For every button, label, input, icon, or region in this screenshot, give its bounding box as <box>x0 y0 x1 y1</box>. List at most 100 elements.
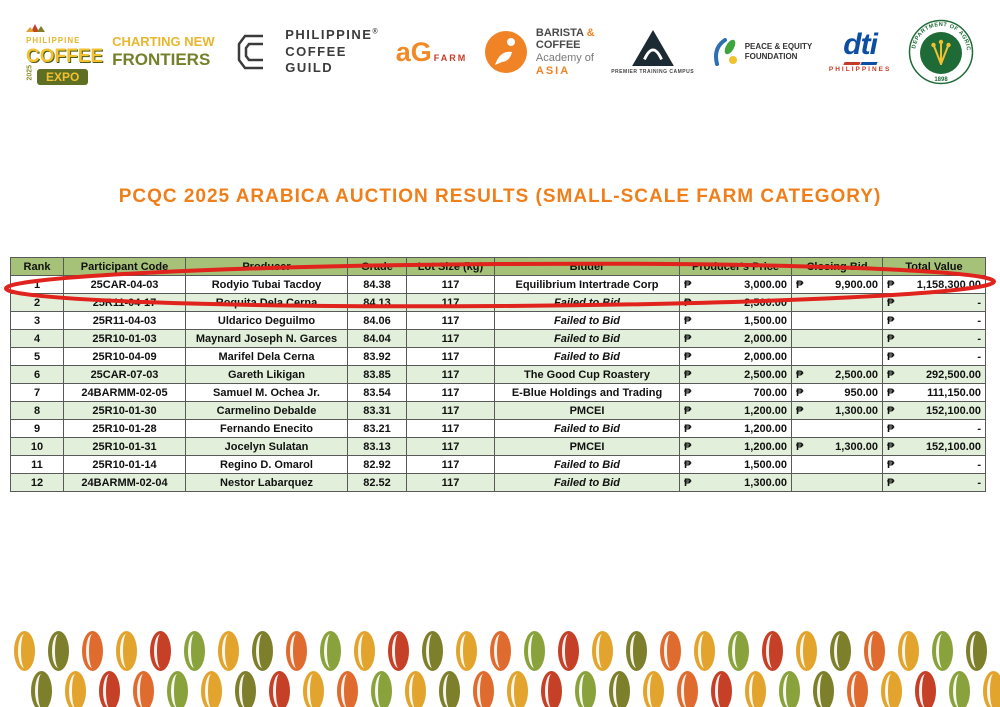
cell-participant-code: 25CAR-07-03 <box>63 365 186 384</box>
cell-total-value: ₱ 1,158,300.00 <box>882 275 986 294</box>
column-header-total-value: Total Value <box>882 257 986 276</box>
auction-results-table: Rank Participant Code Producer Grade Lot Siz… <box>10 257 986 492</box>
page-title: PCQC 2025 ARABICA AUCTION RESULTS (SMALL… <box>118 186 882 207</box>
cell-lot-size: 117 <box>406 329 495 348</box>
coffee-bean-icon <box>13 631 35 671</box>
cell-rank: 9 <box>10 419 64 438</box>
cell-closing-bid: ₱ 1,300.00 <box>791 437 883 456</box>
barista-figure-icon <box>484 31 527 73</box>
cell-producer: Fernando Enecito <box>185 419 348 438</box>
cell-closing-bid <box>791 419 883 438</box>
table-row: 8 25R10-01-30 Carmelino Debalde 83.31 117 PMC… <box>10 401 986 420</box>
coffee-bean-icon <box>404 671 426 707</box>
cell-participant-code: 24BARMM-02-05 <box>63 383 186 402</box>
pef-line2: FOUNDATION <box>744 52 798 61</box>
coffee-bean-icon <box>438 671 460 707</box>
cell-lot-size: 117 <box>406 311 495 330</box>
coffee-bean-icon <box>319 631 341 671</box>
expo-tagline-top: CHARTING NEW <box>112 33 215 49</box>
coffee-bean-icon <box>30 671 52 707</box>
cell-bidder: Failed to Bid <box>494 311 680 330</box>
coffee-bean-icon <box>285 631 307 671</box>
cell-lot-size: 117 <box>406 437 495 456</box>
cell-bidder: The Good Cup Roastery <box>494 365 680 384</box>
coffee-bean-icon <box>982 671 1000 707</box>
coffee-bean-icon <box>523 631 545 671</box>
coffee-bean-icon <box>506 671 528 707</box>
cell-lot-size: 117 <box>406 275 495 294</box>
expo-philippine-text: PHILIPPINE <box>26 35 81 45</box>
cell-grade: 83.13 <box>347 437 407 456</box>
coffee-bean-icon <box>217 631 239 671</box>
barista-wordmark: BARISTA & COFFEE Academy of ASIA <box>536 27 595 78</box>
cell-bidder: Failed to Bid <box>494 455 680 474</box>
coffee-bean-icon <box>829 631 851 671</box>
cell-bidder: Failed to Bid <box>494 473 680 492</box>
guild-line1: PHILIPPINE <box>285 26 373 42</box>
cell-closing-bid: ₱ 9,900.00 <box>791 275 883 294</box>
cell-producers-price: ₱ 1,200.00 <box>679 437 792 456</box>
cell-rank: 12 <box>10 473 64 492</box>
cell-bidder: PMCEI <box>494 401 680 420</box>
cell-total-value: ₱ - <box>882 419 986 438</box>
coffee-bean-icon <box>455 631 477 671</box>
cell-rank: 10 <box>10 437 64 456</box>
cell-lot-size: 117 <box>406 455 495 474</box>
mountains-icon <box>26 23 45 32</box>
cell-producers-price: ₱ 1,200.00 <box>679 401 792 420</box>
coffee-bean-icon <box>472 671 494 707</box>
table-row: 6 25CAR-07-03 Gareth Likigan 83.85 117 The Go… <box>10 365 986 384</box>
cell-total-value: ₱ - <box>882 347 986 366</box>
cell-producer: Nestor Labarquez <box>185 473 348 492</box>
coffee-bean-icon <box>574 671 596 707</box>
pef-line1: PEACE & EQUITY <box>744 41 813 51</box>
coffee-bean-icon <box>965 631 987 671</box>
agfarm-main-text: aG <box>395 36 432 67</box>
table-row: 2 25R11-04-17 Roquita Dela Cerna 84.13 117 Fa… <box>10 293 986 312</box>
cell-participant-code: 25R10-01-30 <box>63 401 186 420</box>
premier-caption-text: PREMIER TRAINING CAMPUS <box>611 69 695 75</box>
coffee-bean-icon <box>421 631 443 671</box>
cell-producer: Maynard Joseph N. Garces <box>185 329 348 348</box>
coffee-expo-logo: PHILIPPINE COFFEE 2025 EXPO CHARTING NEW… <box>26 20 215 85</box>
cell-grade: 83.54 <box>347 383 407 402</box>
cell-closing-bid <box>791 311 883 330</box>
bean-row-bottom <box>12 671 1000 707</box>
cell-producer: Rodyio Tubai Tacdoy <box>185 275 348 294</box>
coffee-bean-icon <box>693 631 715 671</box>
coffee-expo-wordmark: PHILIPPINE COFFEE 2025 EXPO <box>26 20 103 85</box>
cell-total-value: ₱ - <box>882 455 986 474</box>
coffee-bean-icon <box>387 631 409 671</box>
coffee-bean-icon <box>931 631 953 671</box>
pef-figure-icon <box>713 38 737 66</box>
coffee-bean-icon <box>81 631 103 671</box>
guild-line2: COFFEE <box>285 43 347 59</box>
coffee-bean-icon <box>98 671 120 707</box>
coffee-bean-icon <box>251 631 273 671</box>
column-header-bidder: Bidder <box>494 257 680 276</box>
cell-lot-size: 117 <box>406 401 495 420</box>
expo-coffee-text: COFFEE <box>26 45 104 67</box>
cell-lot-size: 117 <box>406 365 495 384</box>
expo-year-text: 2025 <box>26 64 34 81</box>
cell-closing-bid <box>791 293 883 312</box>
cell-rank: 6 <box>10 365 64 384</box>
table-row: 4 25R10-01-03 Maynard Joseph N. Garces 84.0… <box>10 329 986 348</box>
cell-bidder: PMCEI <box>494 437 680 456</box>
coffee-bean-icon <box>115 631 137 671</box>
cell-grade: 82.92 <box>347 455 407 474</box>
cell-rank: 8 <box>10 401 64 420</box>
guild-wordmark: PHILIPPINE® COFFEE GUILD <box>285 27 379 78</box>
cell-producer: Uldarico Deguilmo <box>185 311 348 330</box>
partner-logos-header: PHILIPPINE COFFEE 2025 EXPO CHARTING NEW… <box>0 6 1000 98</box>
coffee-bean-icon <box>336 671 358 707</box>
cell-producer: Carmelino Debalde <box>185 401 348 420</box>
coffee-bean-icon <box>897 631 919 671</box>
coffee-bean-icon <box>659 631 681 671</box>
cell-bidder: Failed to Bid <box>494 419 680 438</box>
cell-producers-price: ₱ 2,000.00 <box>679 347 792 366</box>
cell-producers-price: ₱ 1,500.00 <box>679 455 792 474</box>
premier-training-logo: PREMIER TRAINING CAMPUS <box>611 29 694 75</box>
column-header-producer: Producer <box>185 257 348 276</box>
barista-academy-logo: BARISTA & COFFEE Academy of ASIA <box>484 27 595 78</box>
